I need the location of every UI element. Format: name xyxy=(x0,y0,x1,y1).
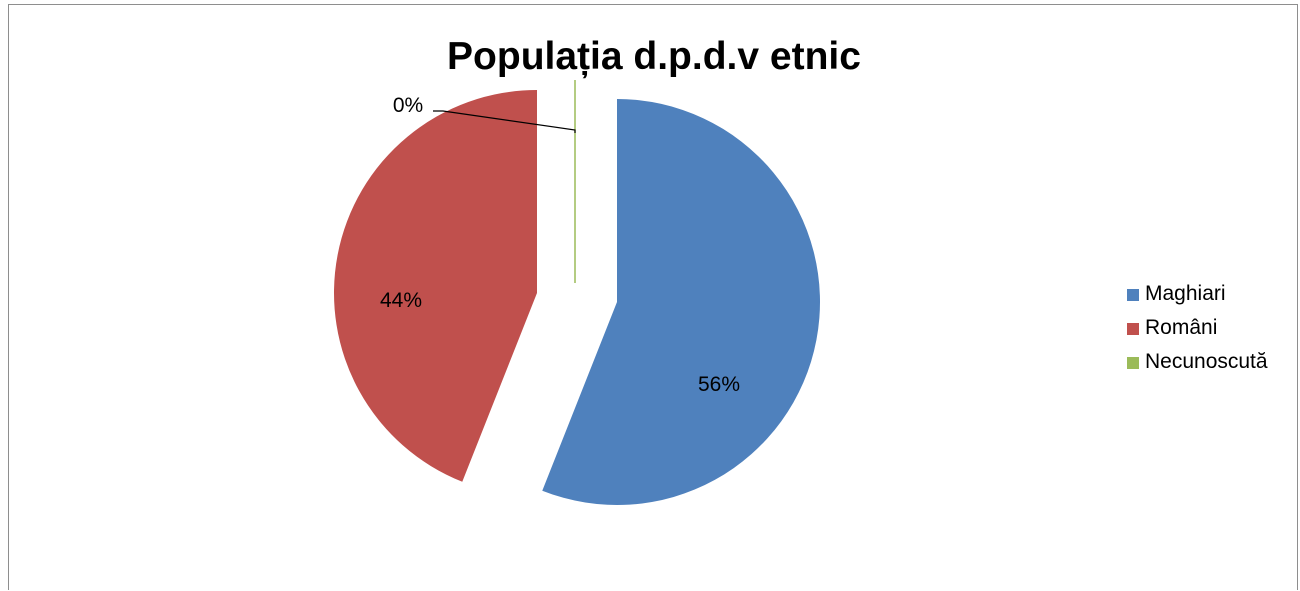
legend-item-maghiari: Maghiari xyxy=(1112,277,1268,311)
pie-plot: 56% 44% 0% xyxy=(333,80,820,505)
legend-swatch-romani xyxy=(1127,323,1139,335)
chart-title: Populația d.p.d.v etnic xyxy=(447,35,861,78)
data-label-necunoscuta: 0% xyxy=(393,94,423,117)
legend-label-necunoscuta: Necunoscută xyxy=(1145,350,1268,373)
legend-swatch-necunoscuta xyxy=(1127,357,1139,369)
legend-item-necunoscuta: Necunoscută xyxy=(1112,345,1268,379)
data-label-romani: 44% xyxy=(380,289,422,312)
legend-swatch-maghiari xyxy=(1127,289,1139,301)
data-label-maghiari: 56% xyxy=(698,373,740,396)
legend: Maghiari Români Necunoscută xyxy=(1112,277,1268,379)
data-labels: 56% 44% 0% xyxy=(380,94,740,396)
legend-label-maghiari: Maghiari xyxy=(1145,282,1226,305)
pie-slice-romani xyxy=(333,90,537,482)
legend-item-romani: Români xyxy=(1112,311,1268,345)
chart-area: Populația d.p.d.v etnic 56% 44% 0% Maghiar… xyxy=(8,4,1298,590)
leader-line-necunoscuta xyxy=(433,110,576,133)
legend-label-romani: Români xyxy=(1145,316,1218,339)
pie-slice-maghiari xyxy=(542,99,820,505)
pie-slices xyxy=(333,80,820,505)
